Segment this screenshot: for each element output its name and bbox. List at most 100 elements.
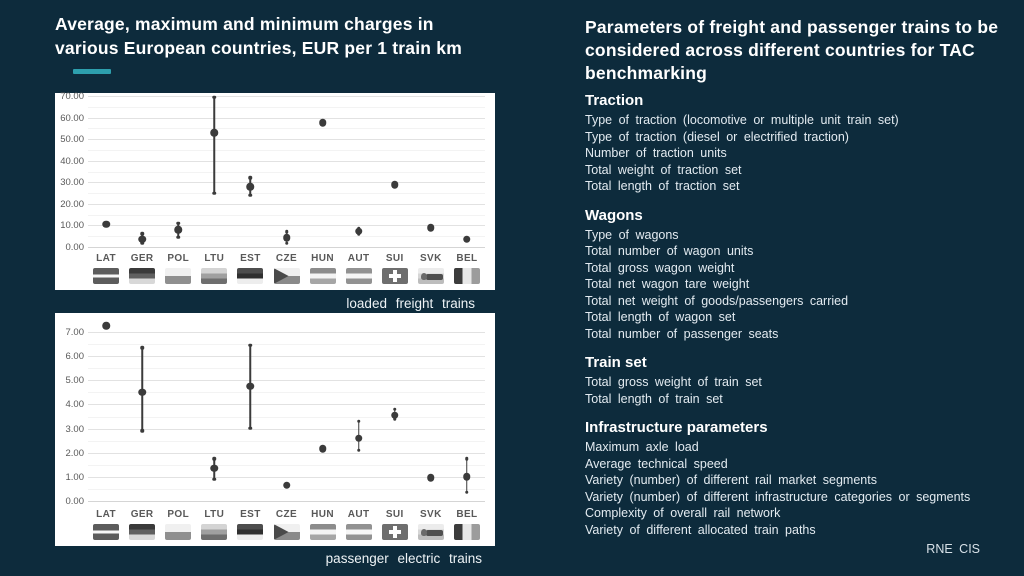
cross-bar <box>392 526 397 538</box>
parameter-item: Variety of different allocated train pat… <box>585 522 816 537</box>
average-point <box>138 235 146 244</box>
flag-est-icon <box>237 524 264 540</box>
x-tick-label: SUI <box>385 253 404 264</box>
y-tick-label: 0.00 <box>65 242 85 253</box>
average-point <box>282 481 291 489</box>
whisker-endpoint <box>212 95 217 99</box>
chart1-caption: loaded freight trains <box>346 296 475 311</box>
whisker-endpoint <box>212 456 217 461</box>
y-tick-label: 3.00 <box>65 423 85 435</box>
flag-bel-icon <box>453 524 480 540</box>
parameter-item: Total number of wagon units <box>585 244 754 258</box>
y-tick-label: 4.00 <box>65 399 85 411</box>
y-tick-label: 40.00 <box>60 155 84 167</box>
average-point <box>246 382 255 390</box>
x-tick-label: HUN <box>311 509 335 520</box>
flag-ltu-icon <box>201 524 228 540</box>
whisker-endpoint <box>393 407 397 411</box>
gridline <box>88 440 485 442</box>
flag-triangle <box>273 524 289 540</box>
whisker-endpoint <box>140 232 144 236</box>
parameter-item: Type of traction (diesel or electrified … <box>585 129 849 144</box>
average-point <box>102 322 110 330</box>
flag-ger-icon <box>129 268 156 284</box>
x-tick-label: LTU <box>204 509 225 520</box>
average-point <box>391 411 399 419</box>
gridline <box>88 428 485 430</box>
section-heading-traction: Traction <box>585 92 644 109</box>
average-point <box>463 235 471 244</box>
gridline <box>88 106 485 108</box>
flag-emblem <box>420 273 427 280</box>
chart-passenger-electric-trains: LAT GER POL LTU EST CZE HUN AUT SUI SVK BEL 0.00 1.0… <box>55 313 495 546</box>
flag-ger-icon <box>129 524 156 540</box>
gridline <box>88 464 485 466</box>
whisker-endpoint <box>176 235 180 239</box>
flag-est-icon <box>237 268 264 284</box>
flag-ltu-icon <box>201 268 228 284</box>
y-tick-label: 50.00 <box>60 134 84 146</box>
gridline <box>88 214 485 216</box>
x-tick-label: POL <box>167 253 190 264</box>
plot-area <box>88 95 485 248</box>
y-tick-label: 6.00 <box>65 351 85 363</box>
average-point <box>138 388 146 396</box>
x-tick-label: LAT <box>96 253 116 264</box>
parameter-item: Total weight of traction set <box>585 162 742 177</box>
x-tick-label: SUI <box>385 509 404 520</box>
average-point <box>318 445 327 453</box>
parameter-item: Total gross weight of train set <box>585 375 762 389</box>
flag-sui-icon <box>381 524 408 540</box>
parameter-item: Type of wagons <box>585 227 679 242</box>
whisker-endpoint <box>284 241 289 246</box>
gridline <box>88 380 485 382</box>
flag-bar <box>426 529 444 537</box>
parameter-item: Variety (number) of different rail marke… <box>585 473 877 487</box>
y-tick-label: 60.00 <box>60 112 84 124</box>
flag-pol-icon <box>165 524 192 540</box>
x-tick-label: GER <box>130 509 154 520</box>
flag-row <box>88 268 485 284</box>
flag-svk-icon <box>417 524 444 540</box>
flag-aut-icon <box>345 524 372 540</box>
average-point <box>318 119 327 127</box>
x-tick-label: EST <box>240 253 261 264</box>
gridline <box>88 501 485 502</box>
gridline <box>88 128 485 130</box>
flag-row <box>88 524 485 540</box>
y-tick-label: 70.00 <box>60 91 84 102</box>
cross-bar <box>392 270 397 282</box>
gridline <box>88 416 485 418</box>
average-point <box>427 223 435 232</box>
gridline <box>88 247 485 248</box>
average-point <box>427 474 435 482</box>
flag-sui-icon <box>381 268 408 284</box>
parameter-item: Type of traction (locomotive or multiple… <box>585 113 899 127</box>
y-tick-label: 5.00 <box>65 375 85 387</box>
whisker-endpoint <box>356 419 361 423</box>
average-point <box>210 464 219 472</box>
flag-lat-icon <box>93 524 120 540</box>
gridline <box>88 96 485 97</box>
gridline <box>88 203 485 205</box>
gridline <box>88 476 485 478</box>
flag-bar <box>426 273 444 281</box>
flag-lat-icon <box>93 268 120 284</box>
y-tick-label: 7.00 <box>65 327 85 339</box>
right-sections: Traction Type of traction (locomotive or … <box>585 92 1021 550</box>
gridline <box>88 332 485 334</box>
flag-bel-icon <box>453 268 480 284</box>
x-axis-labels: LAT GER POL LTU EST CZE HUN AUT SUI SVK BEL <box>88 509 485 521</box>
flag-triangle <box>273 268 289 284</box>
parameter-item: Total net weight of goods/passengers car… <box>585 293 849 308</box>
gridline <box>88 344 485 346</box>
x-tick-label: LAT <box>96 509 116 520</box>
section-train-set: Train set Total gross weight of train set… <box>585 354 1021 407</box>
flag-hun-icon <box>309 524 336 540</box>
average-point <box>210 128 219 137</box>
gridline <box>88 171 485 173</box>
x-tick-label: AUT <box>347 253 370 264</box>
y-tick-label: 1.00 <box>65 471 85 483</box>
whisker-endpoint <box>212 191 217 195</box>
whisker-endpoint <box>248 176 253 180</box>
